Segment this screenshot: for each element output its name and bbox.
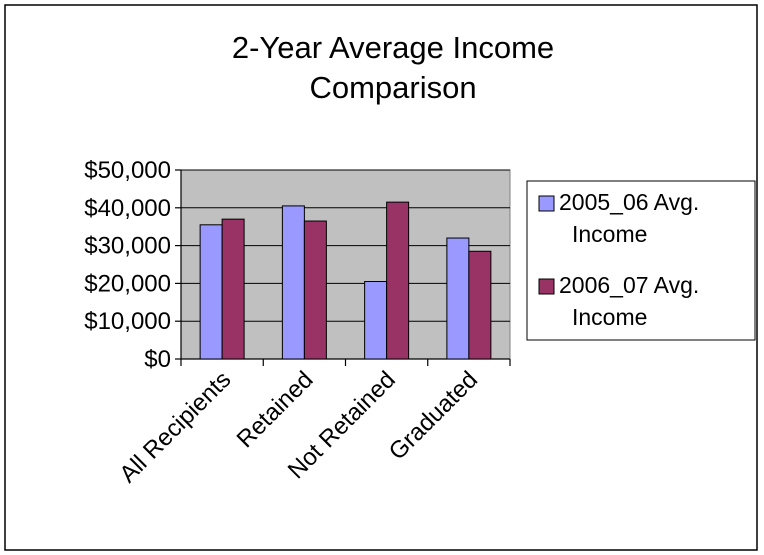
bar-series-1 [199, 224, 223, 360]
y-tick-label: $0 [144, 346, 171, 373]
y-tick-label: $20,000 [84, 270, 171, 297]
legend-label-series-2: 2006_07 Avg. [559, 272, 699, 298]
bar-series-2 [468, 250, 492, 360]
legend-swatch-series-1 [538, 195, 555, 212]
legend-label-series-1: 2005_06 Avg. [559, 189, 699, 215]
y-tick-label: $40,000 [84, 195, 171, 222]
chart-title-line-1: 2-Year Average Income [232, 30, 554, 65]
y-tick-label: $50,000 [84, 157, 171, 184]
bar-series-1 [446, 237, 470, 360]
legend-label-series-1: Income [572, 221, 647, 247]
bar-series-2 [386, 201, 410, 360]
bar-series-2 [221, 218, 245, 360]
legend-box [526, 180, 756, 341]
legend: 2005_06 Avg. Income 2006_07 Avg. Income [526, 180, 756, 341]
y-tick-label: $30,000 [84, 233, 171, 260]
legend-label-series-2: Income [572, 304, 647, 330]
bar-series-1 [281, 205, 305, 360]
y-tick-label: $10,000 [84, 308, 171, 335]
chart-title-line-2: Comparison [309, 70, 476, 105]
bar-series-1 [364, 281, 388, 360]
bar-series-2 [303, 220, 327, 360]
legend-swatch-series-2 [538, 278, 555, 295]
